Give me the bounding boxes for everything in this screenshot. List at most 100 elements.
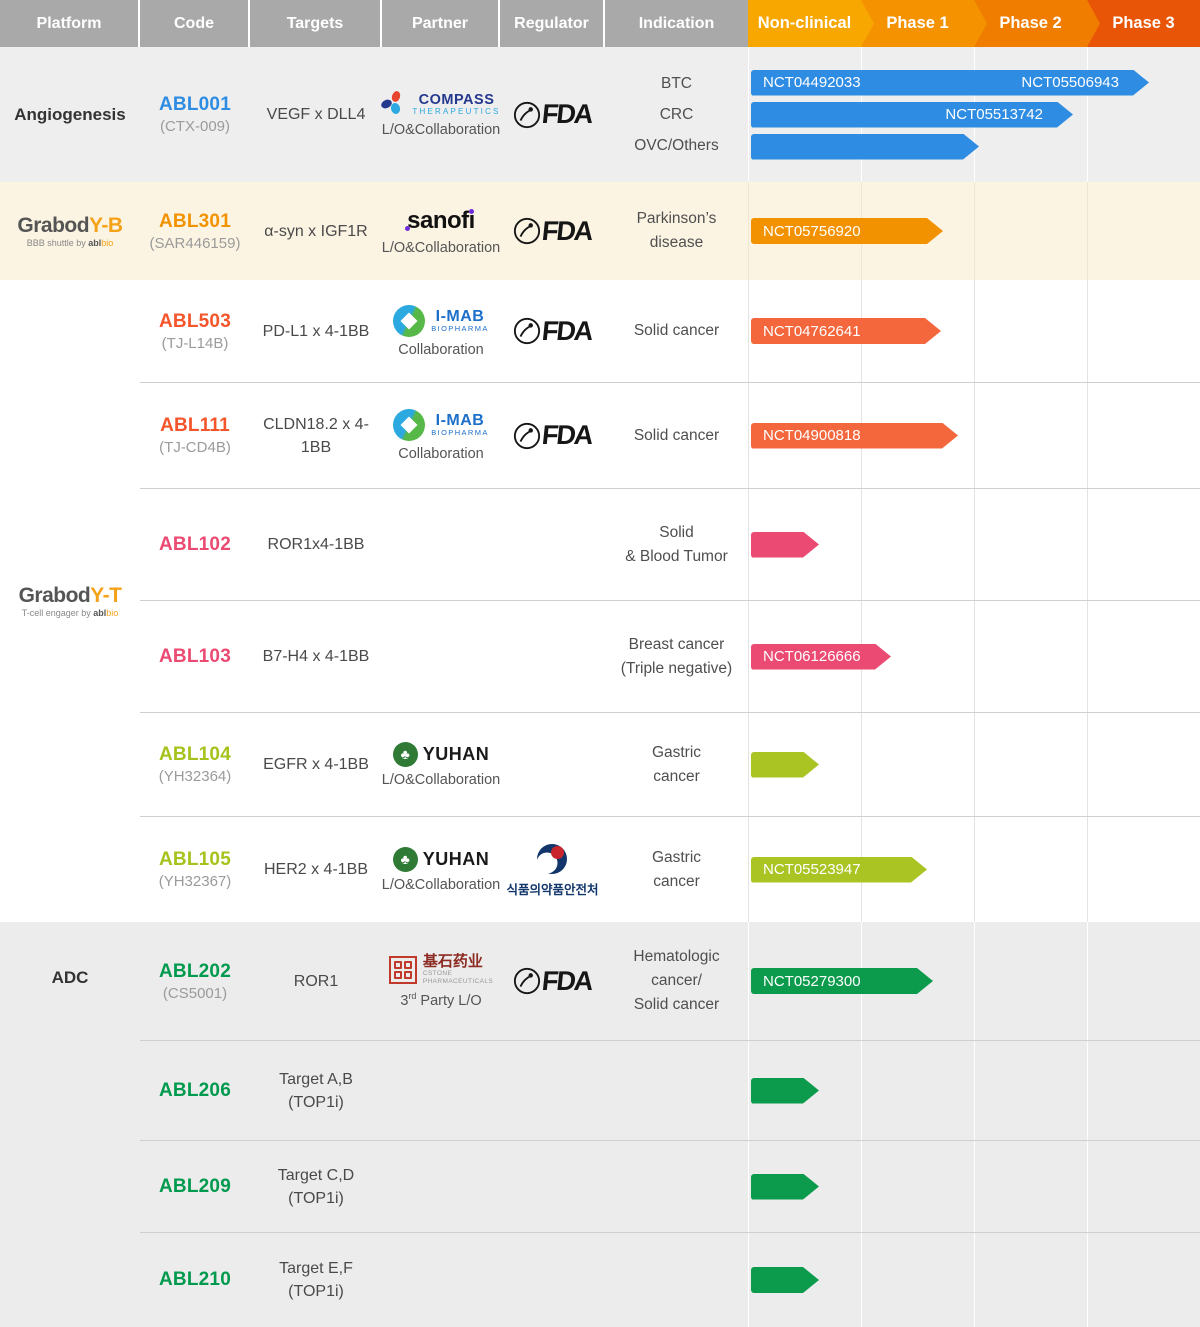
section-adc: ADC ABL202 (CS5001) ROR1 基石药业 CSTONE PHAR…	[0, 922, 1200, 1327]
code-cell: ABL001 (CTX-009)	[140, 47, 250, 182]
fda-logo: FDA	[513, 966, 593, 997]
phase-header-phase1: Phase 1	[861, 0, 987, 47]
grabody-t-logo: GrabodY-T T-cell engager by ablbio	[18, 583, 122, 618]
timeline-cell: NCT04492033 NCT05506943 NCT05513742	[748, 47, 1200, 182]
trial-arrow	[751, 1267, 819, 1293]
trial-id: NCT05279300	[763, 972, 861, 990]
regulator-cell	[500, 601, 605, 712]
targets-text: α-syn x IGF1R	[264, 222, 368, 240]
partner-note: L/O&Collaboration	[381, 122, 501, 138]
targets-text: VEGF x DLL4	[266, 106, 366, 123]
regulator-cell	[500, 713, 605, 816]
targets-cell: EGFR x 4-1BB	[250, 713, 382, 816]
trial-id: NCT04900818	[763, 427, 861, 444]
regulator-cell: FDA	[500, 922, 605, 1040]
pipeline-row-abl202: ABL202 (CS5001) ROR1 基石药业 CSTONE PHARMACE…	[140, 922, 1200, 1040]
fda-logo: FDA	[513, 420, 593, 451]
pipeline-row-abl301: ABL301 (SAR446159) α-syn x IGF1R sanofi …	[140, 182, 1200, 280]
partner-cell	[382, 601, 500, 712]
partner-note: L/O&Collaboration	[381, 771, 501, 788]
trial-id: NCT05506943	[1021, 74, 1119, 91]
fda-logo: FDA	[513, 99, 593, 130]
pipeline-row-abl104: ABL104 (YH32364) EGFR x 4-1BB ♣ YUHAN L/…	[140, 712, 1200, 816]
phase-header-non-clinical: Non-clinical	[748, 0, 874, 47]
indication-cell: Hematologic cancer/ Solid cancer	[605, 922, 748, 1040]
trial-arrow: NCT05523947	[751, 857, 927, 883]
trial-arrow: NCT06126666	[751, 644, 891, 670]
program-code: ABL210	[159, 1269, 231, 1290]
fda-logo: FDA	[513, 216, 593, 247]
indication-line: OVC/Others	[634, 137, 719, 154]
trial-id: NCT05523947	[763, 861, 861, 878]
pipeline-row-abl103: ABL103 B7-H4 x 4-1BB Breast cancer (Trip…	[140, 600, 1200, 712]
phase-banner: Non-clinical Phase 1 Phase 2 Phase 3	[748, 0, 1200, 47]
partner-note: L/O&Collaboration	[381, 239, 501, 256]
targets-cell: Target C,D (TOP1i)	[250, 1141, 382, 1232]
program-subcode: (YH32367)	[158, 873, 232, 890]
targets-cell: α-syn x IGF1R	[250, 182, 382, 280]
platform-label: ADC	[51, 968, 89, 987]
indication-line: & Blood Tumor	[625, 547, 728, 565]
timeline-cell	[748, 1041, 1200, 1140]
indication-cell	[605, 1141, 748, 1232]
col-header-indication: Indication	[605, 0, 748, 47]
section-angiogenesis: Angiogenesis ABL001 (CTX-009) VEGF x DLL…	[0, 47, 1200, 182]
partner-note: L/O&Collaboration	[381, 876, 501, 893]
fda-logo: FDA	[513, 316, 593, 347]
partner-cell: COMPASS THERAPEUTICS L/O&Collaboration	[380, 47, 501, 182]
sanofi-dot-icon	[405, 225, 411, 231]
program-code: ABL102	[159, 533, 231, 555]
targets-text: EGFR x 4-1BB	[263, 756, 369, 773]
pipeline-row-abl503: ABL503 (TJ-L14B) PD-L1 x 4-1BB I-MAB BIO…	[140, 280, 1200, 382]
phase-header-phase3: Phase 3	[1087, 0, 1200, 47]
program-code: ABL111	[160, 415, 230, 436]
partner-cell: 基石药业 CSTONE PHARMACEUTICALS 3rd Party L/O	[382, 922, 500, 1040]
indication-line: CRC	[659, 106, 694, 123]
targets-cell: B7-H4 x 4-1BB	[250, 601, 382, 712]
trial-arrow	[751, 532, 819, 558]
targets-text: HER2 x 4-1BB	[263, 861, 369, 878]
trial-arrow: NCT04900818	[751, 423, 958, 449]
partner-cell	[382, 1141, 500, 1232]
table-header: Platform Code Targets Partner Regulator …	[0, 0, 1200, 47]
yuhan-emblem-icon: ♣	[392, 846, 418, 872]
partner-cell	[382, 1041, 500, 1140]
indication-line: cancer/	[651, 972, 702, 989]
platform-cell-angiogenesis: Angiogenesis	[0, 47, 140, 182]
indication-line: BTC	[661, 75, 692, 92]
code-cell: ABL206	[140, 1041, 250, 1140]
program-subcode: (CS5001)	[162, 984, 228, 1002]
program-subcode: (TJ-L14B)	[161, 334, 229, 352]
code-cell: ABL111 (TJ-CD4B)	[140, 383, 250, 488]
pipeline-row-abl206: ABL206 Target A,B (TOP1i)	[140, 1040, 1200, 1140]
timeline-cell: NCT04762641	[748, 280, 1200, 382]
pipeline-row-abl102: ABL102 ROR1x4-1BB Solid & Blood Tumor	[140, 488, 1200, 600]
indication-line: Solid cancer	[633, 322, 720, 339]
partner-cell: ♣ YUHAN L/O&Collaboration	[382, 713, 500, 816]
regulator-cell	[500, 1233, 605, 1327]
targets-cell: VEGF x DLL4	[250, 47, 382, 182]
timeline-cell	[748, 1233, 1200, 1327]
indication-cell	[605, 1233, 748, 1327]
trial-id: NCT04492033	[763, 74, 861, 91]
section-grabody-t: GrabodY-T T-cell engager by ablbio ABL50…	[0, 280, 1200, 922]
timeline-cell	[748, 489, 1200, 600]
indication-cell: BTC CRC OVC/Others	[605, 47, 748, 182]
program-code: ABL103	[159, 645, 231, 667]
partner-cell: I-MAB BIOPHARMA Collaboration	[382, 383, 500, 488]
pipeline-row-abl209: ABL209 Target C,D (TOP1i)	[140, 1140, 1200, 1232]
pipeline-row-abl210: ABL210 Target E,F (TOP1i)	[140, 1232, 1200, 1327]
trial-id: NCT04762641	[763, 322, 861, 340]
sanofi-dot-icon	[468, 208, 474, 214]
program-subcode: (SAR446159)	[149, 234, 241, 252]
program-code: ABL202	[159, 960, 231, 982]
targets-text: CLDN18.2 x 4-1BB	[263, 415, 369, 456]
platform-cell-grabody-b: GrabodY-B BBB shuttle by ablbio	[0, 182, 140, 280]
targets-cell: ROR1	[250, 922, 382, 1040]
partner-cell: ♣ YUHAN L/O&Collaboration	[382, 817, 500, 922]
indication-cell: Solid cancer	[605, 280, 748, 382]
timeline-cell: NCT05279300	[748, 922, 1200, 1040]
targets-text: PD-L1 x 4-1BB	[262, 322, 370, 340]
pipeline-row-abl001: ABL001 (CTX-009) VEGF x DLL4 COMPAS	[140, 47, 1200, 182]
col-header-platform: Platform	[0, 0, 140, 47]
